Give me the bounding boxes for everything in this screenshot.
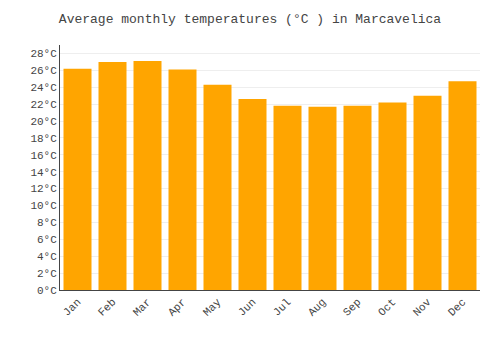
- svg-text:28°C: 28°C: [30, 48, 57, 60]
- svg-text:Oct: Oct: [376, 296, 398, 318]
- svg-text:Jun: Jun: [236, 296, 258, 318]
- svg-text:10°C: 10°C: [30, 200, 57, 212]
- svg-text:Apr: Apr: [166, 296, 188, 318]
- svg-text:May: May: [201, 296, 224, 319]
- svg-text:Feb: Feb: [96, 296, 118, 318]
- svg-text:16°C: 16°C: [30, 150, 57, 162]
- svg-text:14°C: 14°C: [30, 167, 57, 179]
- svg-text:Sep: Sep: [341, 296, 363, 318]
- svg-text:Aug: Aug: [306, 296, 328, 318]
- svg-text:12°C: 12°C: [30, 183, 57, 195]
- svg-text:2°C: 2°C: [37, 268, 57, 280]
- svg-text:Jul: Jul: [271, 296, 293, 318]
- svg-text:Nov: Nov: [411, 296, 434, 319]
- svg-text:22°C: 22°C: [30, 99, 57, 111]
- svg-text:6°C: 6°C: [37, 234, 57, 246]
- svg-text:8°C: 8°C: [37, 217, 57, 229]
- svg-text:4°C: 4°C: [37, 251, 57, 263]
- svg-text:0°C: 0°C: [37, 285, 57, 297]
- svg-text:Mar: Mar: [131, 296, 153, 318]
- svg-text:Jan: Jan: [61, 296, 83, 318]
- svg-text:20°C: 20°C: [30, 116, 57, 128]
- svg-text:Average monthly temperatures (: Average monthly temperatures (°C ) in Ma…: [59, 12, 441, 27]
- svg-text:18°C: 18°C: [30, 133, 57, 145]
- svg-text:26°C: 26°C: [30, 65, 57, 77]
- svg-text:Dec: Dec: [446, 296, 468, 318]
- svg-text:24°C: 24°C: [30, 82, 57, 94]
